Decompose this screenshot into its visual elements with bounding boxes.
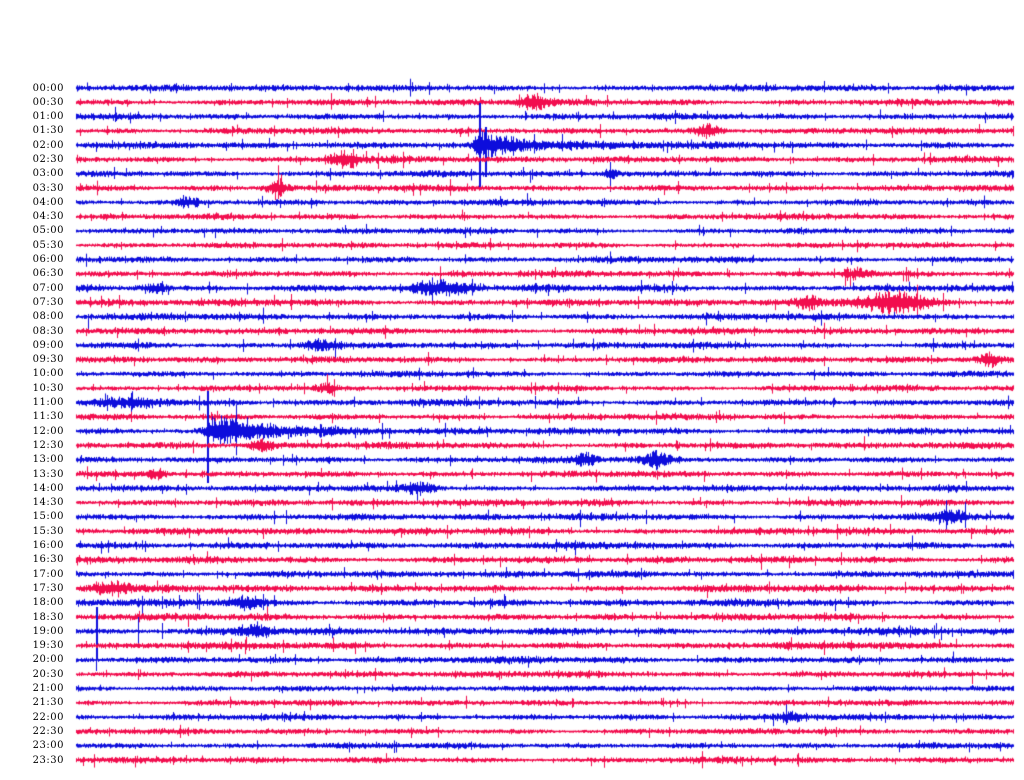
helicorder-plot — [0, 0, 1024, 780]
helicorder-screen: HL Antikythira 2025-10-28 Applied filter… — [0, 0, 1024, 780]
